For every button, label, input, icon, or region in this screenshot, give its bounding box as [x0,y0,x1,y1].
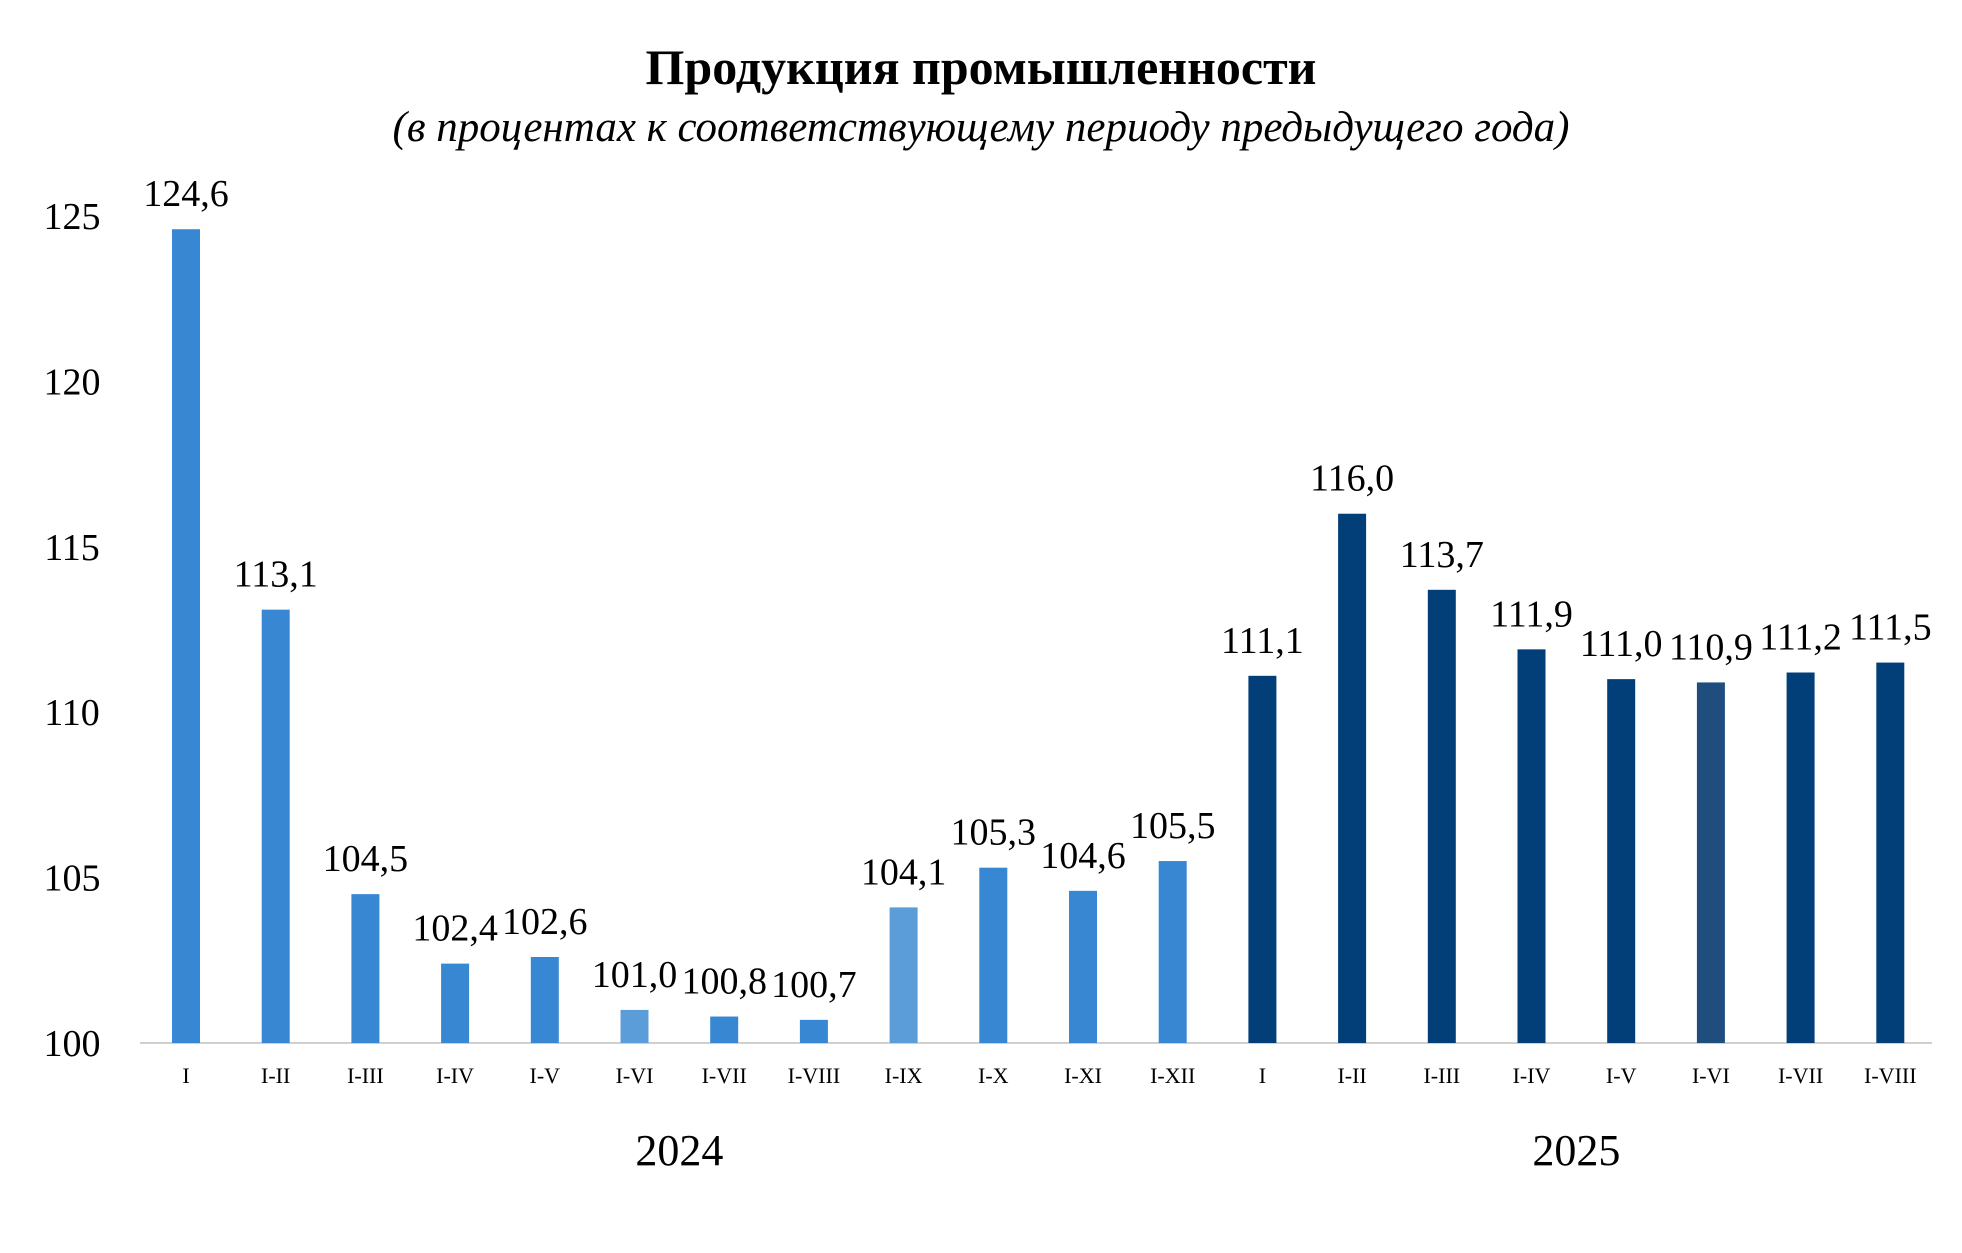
x-tick-label: I-XI [1064,1063,1102,1088]
data-label: 113,1 [234,554,318,596]
x-tick-label: I-IV [436,1063,474,1088]
bar [1607,679,1636,1043]
x-tick-label: I-VII [1778,1063,1823,1088]
data-label: 105,3 [951,812,1037,854]
data-label: 111,9 [1490,593,1573,635]
x-tick-label: I-VI [1692,1063,1730,1088]
data-label: 102,4 [412,908,498,950]
x-tick-label: I-VIII [788,1063,841,1088]
data-label: 104,5 [323,838,409,880]
bar [620,1009,649,1043]
data-label: 111,2 [1759,617,1842,659]
bar [1517,649,1546,1043]
bar [1427,589,1456,1043]
bar [889,907,918,1043]
data-label: 111,0 [1580,623,1663,665]
x-tick-label: I [1259,1063,1266,1088]
year-group-label: 2024 [635,1126,723,1175]
bar [1696,682,1725,1043]
bar [1248,675,1277,1043]
y-tick-label: 115 [44,527,100,569]
bar [1069,890,1097,1043]
y-tick-label: 105 [44,858,101,900]
bar [261,609,290,1043]
bar [799,1019,828,1043]
y-tick-label: 120 [44,361,101,403]
x-tick-label: I-II [261,1063,290,1088]
x-tick-label: I-III [1423,1063,1460,1088]
bar [1786,672,1815,1043]
bar [1876,662,1905,1043]
bar [351,894,380,1043]
y-tick-label: 110 [44,692,100,734]
x-tick-label: I-X [978,1063,1009,1088]
data-label: 124,6 [143,173,229,215]
x-tick-label: I [182,1063,189,1088]
bar [710,1016,739,1043]
data-label: 104,1 [861,851,947,893]
data-label: 100,8 [681,961,767,1003]
x-tick-label: I-V [530,1063,561,1088]
bar [979,867,1008,1043]
chart-title: Продукция промышленности [645,39,1317,95]
bar [530,956,559,1043]
x-tick-label: I-V [1606,1063,1637,1088]
data-label: 111,1 [1221,620,1304,662]
data-label: 111,5 [1849,607,1932,649]
year-group-label: 2025 [1532,1126,1620,1175]
x-tick-label: I-VI [616,1063,654,1088]
data-label: 104,6 [1040,835,1126,877]
y-tick-label: 100 [44,1023,101,1065]
y-tick-label: 125 [44,196,101,238]
data-label: 102,6 [502,901,588,943]
x-tick-label: I-VIII [1864,1063,1917,1088]
data-label: 101,0 [592,954,678,996]
chart-subtitle: (в процентах к соответствующему периоду … [392,104,1570,151]
bar [1158,861,1187,1043]
x-tick-label: I-IX [885,1063,923,1088]
x-tick-label: I-IV [1513,1063,1551,1088]
x-tick-label: I-VII [702,1063,747,1088]
bar [172,229,200,1043]
bar [1338,513,1367,1043]
x-tick-label: I-II [1337,1063,1366,1088]
data-label: 100,7 [771,964,857,1006]
data-label: 116,0 [1310,458,1394,500]
data-label: 113,7 [1400,534,1484,576]
data-label: 110,9 [1669,626,1753,668]
data-label: 105,5 [1130,805,1216,847]
x-tick-label: I-III [347,1063,384,1088]
x-tick-label: I-XII [1150,1063,1195,1088]
bar [441,963,470,1043]
